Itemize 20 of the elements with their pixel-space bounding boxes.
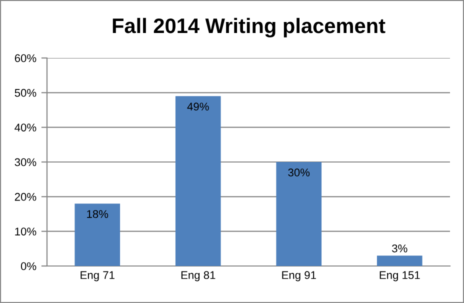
bar (376, 256, 422, 266)
chart-title: Fall 2014 Writing placement (112, 18, 386, 38)
y-tick-label: 50% (14, 88, 36, 97)
data-label: 3% (392, 244, 408, 252)
x-tick-label: Eng 151 (380, 271, 420, 282)
bar (276, 162, 322, 266)
y-tick-label: 40% (14, 124, 36, 132)
y-tick-label: 10% (15, 228, 36, 236)
data-label: 18% (87, 210, 108, 218)
bar (74, 204, 120, 266)
y-tick-label: 0% (20, 262, 36, 270)
y-tick-label: 60% (14, 54, 36, 62)
y-tick-label: 20% (14, 192, 36, 201)
y-tick-label: 30% (14, 158, 36, 166)
x-tick-label: Eng 91 (282, 271, 316, 282)
bar (175, 96, 221, 266)
data-label: 30% (288, 168, 310, 176)
x-tick-label: Eng 71 (80, 271, 114, 282)
x-tick-label: Eng 81 (181, 271, 216, 282)
data-label: 49% (187, 102, 209, 111)
